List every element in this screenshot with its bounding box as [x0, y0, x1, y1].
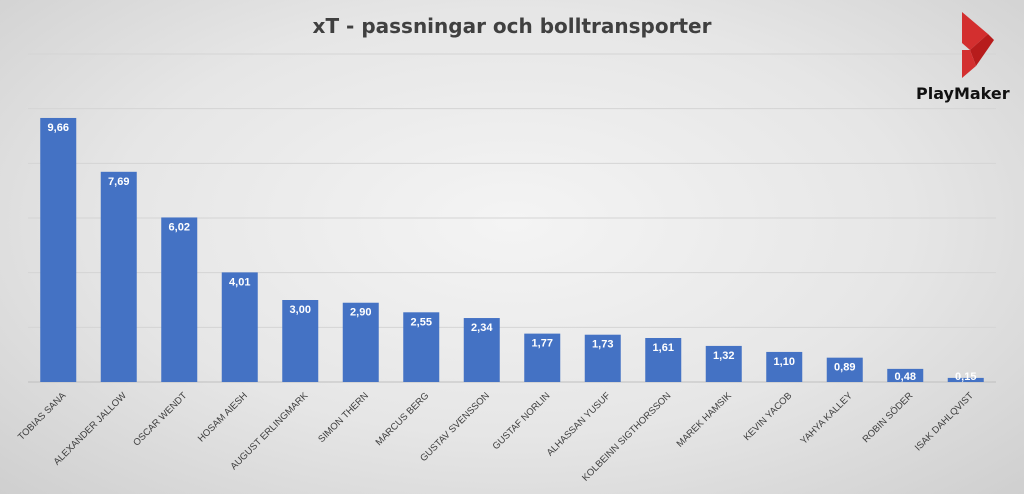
chart-title: xT - passningar och bolltransporter: [312, 14, 712, 38]
x-tick-label: MARCUS BERG: [374, 390, 432, 448]
x-tick-label: GUSTAF NORLIN: [491, 390, 553, 452]
bar-value-label: 1,32: [713, 350, 734, 362]
bar-value-label: 1,73: [592, 339, 613, 351]
bar-value-label: 9,66: [48, 122, 69, 134]
bar-value-label: 2,55: [411, 316, 432, 328]
bar-value-label: 3,00: [290, 304, 311, 316]
bar: [826, 357, 863, 382]
bar-value-label: 2,34: [471, 322, 493, 334]
bar-value-label: 1,10: [774, 356, 795, 368]
bar: [463, 318, 500, 382]
x-tick-label: TOBIAS SANA: [16, 390, 69, 443]
playmaker-logo-icon: [962, 12, 994, 78]
bar-value-label: 6,02: [169, 221, 190, 233]
bar-value-label: 1,77: [532, 338, 553, 350]
x-tick-label: ALHASSAN YUSUF: [545, 390, 613, 458]
bar-value-label: 0,15: [955, 371, 976, 383]
bar: [766, 351, 803, 382]
x-tick-label: OSCAR WENDT: [131, 390, 189, 448]
bar: [524, 333, 561, 382]
x-tick-label: SIMON THERN: [316, 390, 371, 445]
bar: [161, 217, 198, 382]
x-tick-label: KEVIN YACOB: [742, 390, 795, 443]
bar-value-label: 0,89: [834, 362, 855, 374]
bar: [887, 368, 924, 382]
bar: [282, 300, 319, 382]
bar: [221, 272, 258, 382]
logo-text: PlayMaker: [916, 84, 1010, 103]
bar: [584, 334, 621, 382]
bar: [645, 337, 682, 382]
x-tick-label: ROBIN SÖDER: [861, 390, 916, 445]
bar-value-label: 7,69: [108, 176, 129, 188]
bar: [100, 171, 137, 382]
bar-value-label: 2,90: [350, 307, 371, 319]
x-tick-label: ISAK DAHLQVIST: [913, 390, 976, 453]
bar: [403, 312, 440, 382]
bar: [342, 302, 379, 382]
x-tick-label: HOSAM AIESH: [196, 390, 250, 444]
bar: [40, 117, 77, 383]
x-tick-label: GUSTAV SVENSSON: [418, 390, 492, 464]
x-tick-label: MAREK HAMSIK: [675, 390, 735, 450]
bar-value-label: 1,61: [653, 342, 674, 354]
bar-value-label: 0,48: [895, 371, 916, 383]
bar: [705, 345, 742, 382]
x-tick-label: YAHYA KALLEY: [798, 390, 855, 447]
bar: [947, 377, 984, 382]
bar-value-label: 4,01: [229, 276, 250, 288]
